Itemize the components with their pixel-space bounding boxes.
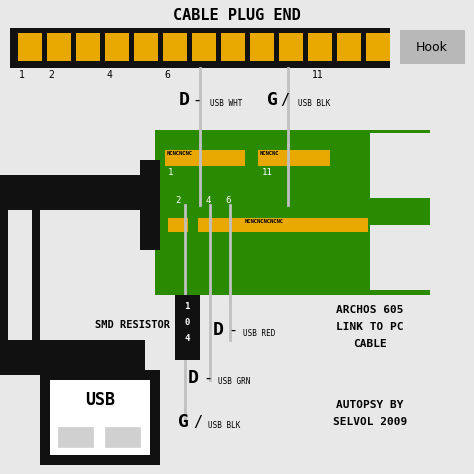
Text: /: / bbox=[280, 92, 289, 108]
Bar bbox=[76, 33, 100, 61]
Text: CABLE: CABLE bbox=[353, 339, 387, 349]
Bar bbox=[218, 218, 238, 232]
Text: USB WHT: USB WHT bbox=[210, 99, 242, 108]
Bar bbox=[134, 33, 158, 61]
Text: 1: 1 bbox=[168, 168, 173, 177]
Text: 4: 4 bbox=[106, 70, 112, 80]
Text: 1: 1 bbox=[184, 302, 190, 311]
Bar bbox=[258, 150, 330, 166]
Bar bbox=[163, 33, 187, 61]
Text: 1: 1 bbox=[19, 70, 25, 80]
Text: NCNCNC: NCNCNC bbox=[260, 151, 280, 156]
Text: D: D bbox=[179, 91, 190, 109]
Bar bbox=[250, 33, 274, 61]
Bar bbox=[165, 150, 245, 166]
Text: USB RED: USB RED bbox=[243, 329, 275, 338]
Text: 2: 2 bbox=[175, 196, 181, 205]
Bar bbox=[0, 175, 145, 210]
Bar bbox=[47, 33, 71, 61]
Bar bbox=[8, 210, 32, 340]
Bar bbox=[366, 33, 390, 61]
Bar bbox=[40, 370, 160, 465]
Text: CABLE PLUG END: CABLE PLUG END bbox=[173, 8, 301, 23]
Text: USB BLK: USB BLK bbox=[298, 99, 330, 108]
Bar bbox=[18, 33, 42, 61]
Text: NCNCNCNCNCNC: NCNCNCNCNCNC bbox=[245, 219, 284, 224]
Text: G: G bbox=[267, 91, 278, 109]
Bar bbox=[175, 295, 200, 360]
Bar bbox=[337, 33, 361, 61]
Text: -: - bbox=[228, 322, 237, 337]
Text: SELVOL 2009: SELVOL 2009 bbox=[333, 417, 407, 427]
Text: ARCHOS 605: ARCHOS 605 bbox=[336, 305, 404, 315]
Text: D: D bbox=[188, 369, 199, 387]
Text: 11: 11 bbox=[262, 168, 273, 177]
Text: 0: 0 bbox=[184, 318, 190, 327]
Bar bbox=[0, 175, 40, 360]
Bar bbox=[370, 133, 430, 198]
Text: LINK TO PC: LINK TO PC bbox=[336, 322, 404, 332]
Bar bbox=[198, 218, 218, 232]
Text: 6: 6 bbox=[164, 70, 170, 80]
Bar bbox=[140, 160, 160, 250]
Text: USB BLK: USB BLK bbox=[208, 420, 240, 429]
Bar bbox=[0, 340, 145, 375]
Text: SMD RESISTOR: SMD RESISTOR bbox=[95, 320, 170, 330]
Text: USB GRN: USB GRN bbox=[218, 376, 250, 385]
Bar bbox=[279, 33, 303, 61]
Bar bbox=[10, 28, 390, 68]
Bar bbox=[221, 33, 245, 61]
Text: 2: 2 bbox=[48, 70, 54, 80]
Bar bbox=[308, 33, 332, 61]
Text: -: - bbox=[203, 371, 212, 385]
Text: USB: USB bbox=[85, 391, 115, 409]
Bar bbox=[238, 218, 368, 232]
Text: 6: 6 bbox=[225, 196, 231, 205]
Bar bbox=[105, 427, 140, 447]
Bar bbox=[370, 225, 430, 290]
Text: AUTOPSY BY: AUTOPSY BY bbox=[336, 400, 404, 410]
Bar bbox=[105, 33, 129, 61]
Text: /: / bbox=[193, 414, 202, 429]
Text: NCNCNCNC: NCNCNCNC bbox=[167, 151, 193, 156]
Bar bbox=[192, 33, 216, 61]
Bar bbox=[168, 218, 188, 232]
Bar bbox=[50, 380, 150, 455]
Text: G: G bbox=[178, 413, 189, 431]
Bar bbox=[155, 130, 430, 295]
Bar bbox=[400, 30, 465, 64]
Bar bbox=[58, 427, 93, 447]
Text: -: - bbox=[192, 92, 201, 108]
Text: 4: 4 bbox=[205, 196, 210, 205]
Text: Hook: Hook bbox=[416, 40, 448, 54]
Text: 11: 11 bbox=[312, 70, 324, 80]
Text: 4: 4 bbox=[184, 334, 190, 343]
Text: D: D bbox=[213, 321, 224, 339]
